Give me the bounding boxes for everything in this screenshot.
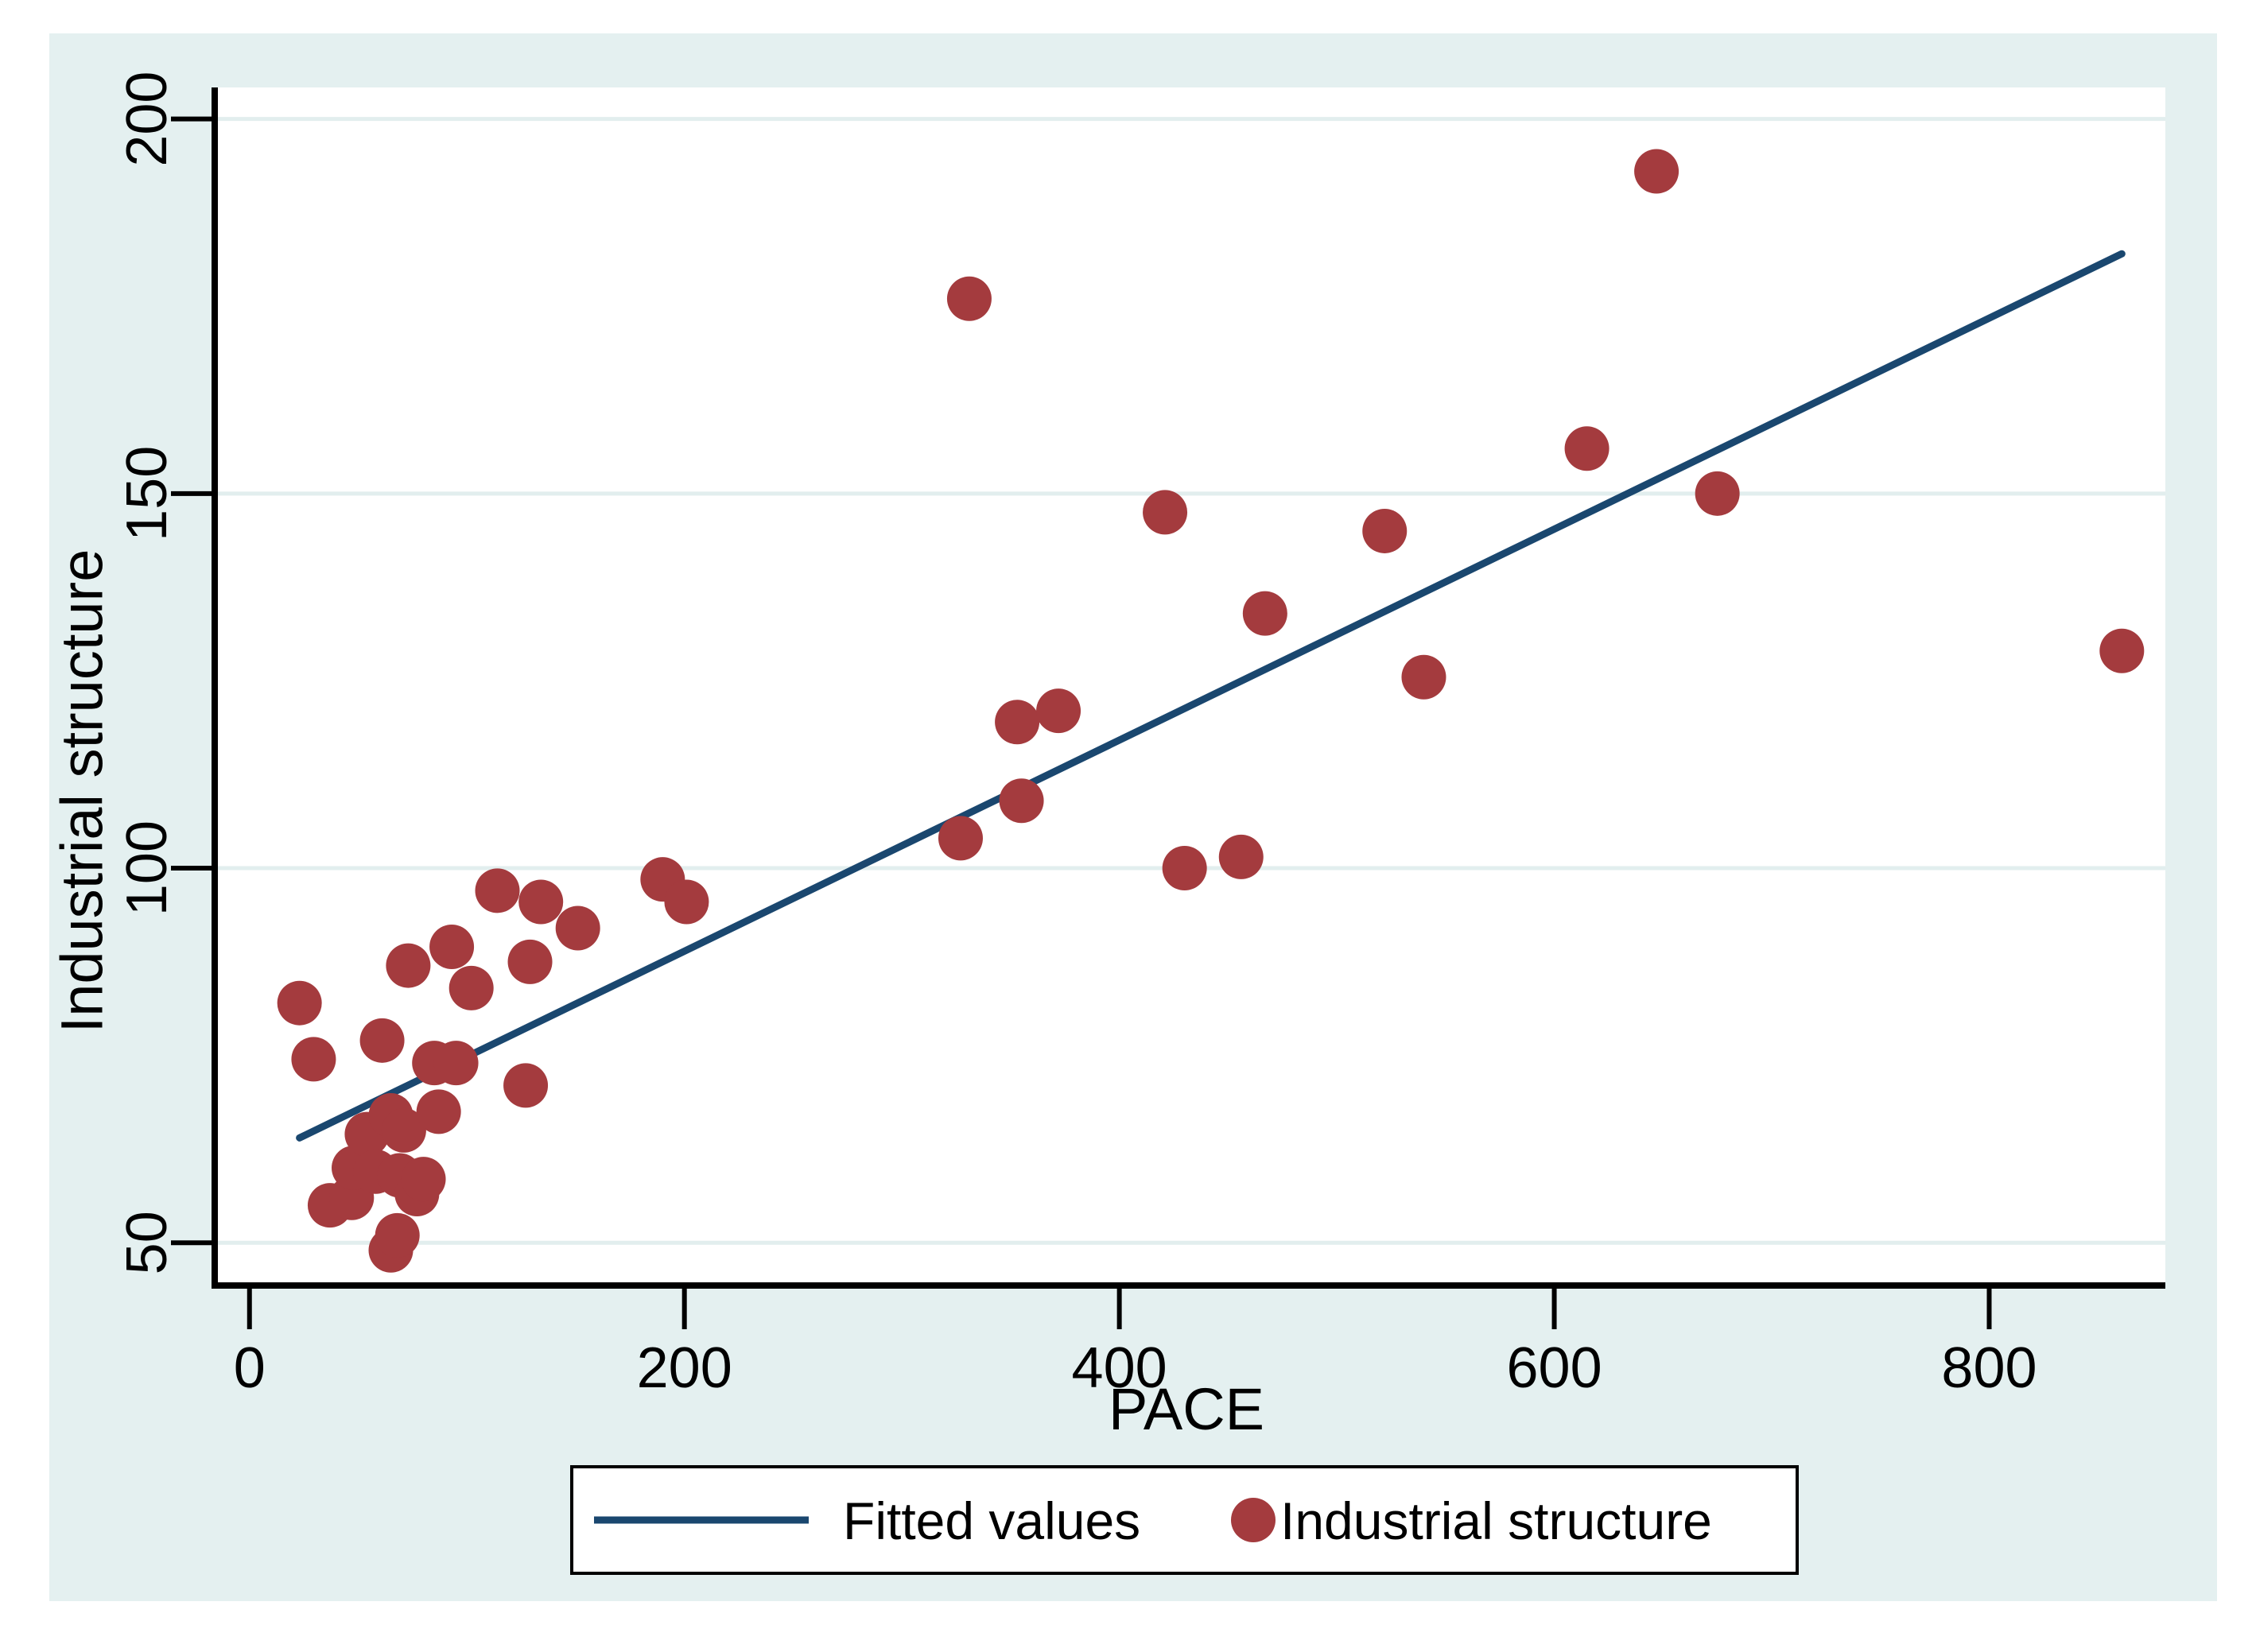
- scatter-point: [429, 925, 475, 970]
- x-axis-title: PACE: [1109, 1376, 1264, 1442]
- scatter-point: [503, 1063, 549, 1108]
- scatter-point: [475, 868, 520, 913]
- plot-area: [215, 87, 2165, 1286]
- x-tick-label: 400: [1072, 1336, 1167, 1400]
- scatter-point: [995, 700, 1040, 745]
- fitted-line: [296, 250, 2126, 1142]
- y-axis-ticks: 50 100 150 200: [115, 72, 215, 1274]
- scatter-point: [938, 816, 983, 861]
- scatter-point: [375, 1212, 420, 1258]
- scatter-point: [359, 1018, 405, 1063]
- scatter-point: [1564, 426, 1609, 471]
- x-tick-label: 800: [1941, 1336, 2037, 1400]
- scatter-point: [1036, 688, 1081, 734]
- scatter-point: [664, 879, 709, 925]
- x-tick-label: 0: [234, 1336, 266, 1400]
- y-tick-label: 100: [115, 820, 179, 916]
- scatter-point: [416, 1089, 461, 1134]
- scatter-point: [507, 939, 553, 984]
- y-tick-label: 200: [115, 72, 179, 167]
- scatter-point: [1218, 834, 1264, 879]
- legend-label-industrial-structure: Industrial structure: [1280, 1491, 1712, 1550]
- axes: [212, 87, 2165, 1289]
- scatter-point: [1695, 471, 1740, 516]
- scatter-point: [291, 1037, 336, 1082]
- scatter-point: [448, 965, 494, 1010]
- x-tick-label: 600: [1506, 1336, 1602, 1400]
- legend-marker-swatch: [1231, 1498, 1276, 1542]
- scatter-point: [386, 943, 431, 988]
- scatter-point: [1362, 508, 1408, 553]
- scatter-point: [1401, 654, 1446, 700]
- legend-label-fitted-values: Fitted values: [843, 1491, 1140, 1550]
- scatter-point: [518, 879, 564, 925]
- scatter-point: [2099, 628, 2145, 673]
- scatter-point: [946, 276, 992, 321]
- scatter-point: [381, 1107, 426, 1153]
- scatter-point: [555, 905, 600, 951]
- scatter-point: [401, 1157, 446, 1202]
- y-tick-label: 150: [115, 446, 179, 541]
- x-tick-label: 200: [637, 1336, 732, 1400]
- scatter-points: [277, 149, 2145, 1273]
- y-axis-title: Industrial structure: [49, 549, 115, 1033]
- x-axis-ticks: 0 200 400 600 800: [234, 1286, 2037, 1400]
- legend: Fitted values Industrial structure: [570, 1465, 1799, 1575]
- scatter-point: [433, 1041, 479, 1086]
- scatter-point: [1242, 591, 1287, 636]
- scatter-point: [999, 778, 1044, 824]
- scatter-point: [1634, 149, 1679, 194]
- scatter-point: [1162, 846, 1207, 891]
- fitted-line-group: [296, 250, 2126, 1142]
- y-tick-label: 50: [115, 1211, 179, 1274]
- scatter-point: [1143, 490, 1188, 535]
- scatter-point: [277, 980, 322, 1026]
